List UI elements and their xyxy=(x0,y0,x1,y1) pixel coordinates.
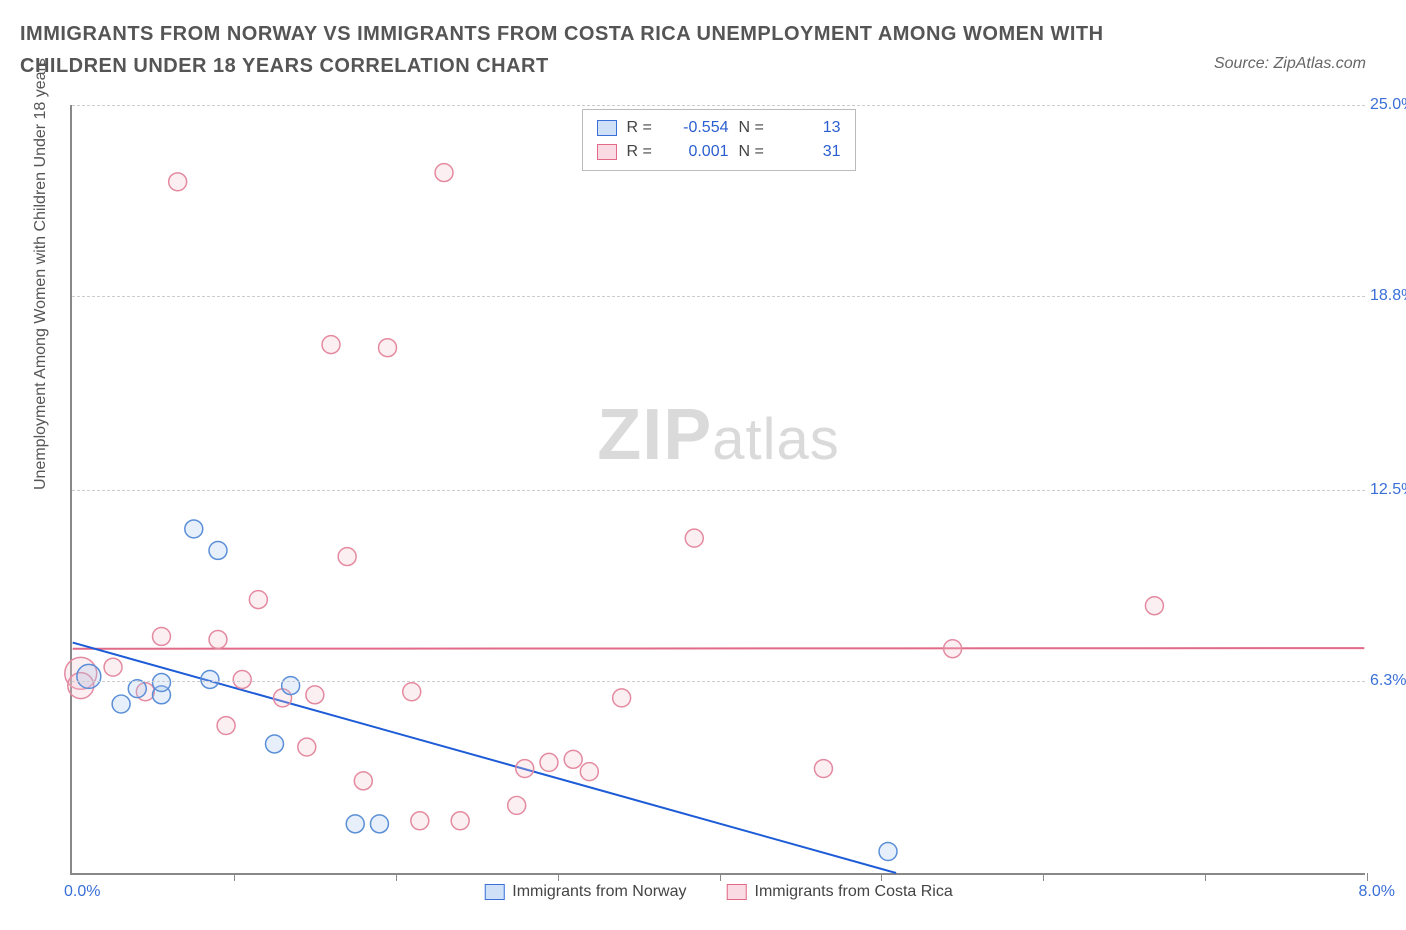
data-point-blue xyxy=(153,674,171,692)
data-point-pink xyxy=(814,760,832,778)
y-right-tick-label: 6.3% xyxy=(1370,672,1406,690)
data-point-pink xyxy=(564,750,582,768)
gridline xyxy=(72,681,1365,682)
data-point-pink xyxy=(153,627,171,645)
data-point-pink xyxy=(403,683,421,701)
source-prefix: Source: xyxy=(1214,55,1274,72)
data-point-pink xyxy=(580,763,598,781)
gridline xyxy=(72,296,1365,297)
data-point-blue xyxy=(112,695,130,713)
data-point-blue xyxy=(282,677,300,695)
x-tick xyxy=(396,873,397,881)
y-right-tick-label: 12.5% xyxy=(1370,481,1406,499)
data-point-pink xyxy=(1145,597,1163,615)
legend-label-pink: Immigrants from Costa Rica xyxy=(754,883,952,901)
data-point-pink xyxy=(540,753,558,771)
data-point-pink xyxy=(379,339,397,357)
data-point-blue xyxy=(128,680,146,698)
data-point-pink xyxy=(435,164,453,182)
y-right-tick-label: 18.8% xyxy=(1370,287,1406,305)
x-tick xyxy=(1205,873,1206,881)
data-point-pink xyxy=(516,760,534,778)
x-axis-max-label: 8.0% xyxy=(1359,883,1395,901)
x-tick xyxy=(720,873,721,881)
x-tick xyxy=(234,873,235,881)
data-point-pink xyxy=(104,658,122,676)
data-point-pink xyxy=(685,529,703,547)
data-point-blue xyxy=(879,843,897,861)
data-point-pink xyxy=(411,812,429,830)
x-tick xyxy=(881,873,882,881)
data-point-pink xyxy=(322,336,340,354)
data-point-blue xyxy=(201,670,219,688)
data-point-pink xyxy=(209,631,227,649)
data-point-pink xyxy=(169,173,187,191)
gridline xyxy=(72,490,1365,491)
data-point-blue xyxy=(266,735,284,753)
data-point-blue xyxy=(77,664,101,688)
data-point-pink xyxy=(249,591,267,609)
data-point-pink xyxy=(306,686,324,704)
source-name: ZipAtlas.com xyxy=(1274,55,1366,72)
x-tick xyxy=(1367,873,1368,881)
gridline xyxy=(72,105,1365,106)
data-point-pink xyxy=(217,717,235,735)
scatter-svg xyxy=(72,105,1365,873)
data-point-pink xyxy=(451,812,469,830)
data-point-pink xyxy=(298,738,316,756)
x-axis-origin-label: 0.0% xyxy=(64,883,100,901)
legend-label-blue: Immigrants from Norway xyxy=(512,883,686,901)
data-point-blue xyxy=(209,541,227,559)
x-tick xyxy=(1043,873,1044,881)
data-point-pink xyxy=(338,548,356,566)
regression-line xyxy=(73,643,896,873)
regression-line xyxy=(73,648,1365,649)
data-point-pink xyxy=(354,772,372,790)
x-tick xyxy=(558,873,559,881)
data-point-blue xyxy=(185,520,203,538)
chart-container: IMMIGRANTS FROM NORWAY VS IMMIGRANTS FRO… xyxy=(0,0,1406,930)
plot-area: ZIPatlas R = -0.554 N = 13 R = 0.001 N =… xyxy=(70,105,1365,875)
data-point-pink xyxy=(508,796,526,814)
data-point-pink xyxy=(944,640,962,658)
legend-swatch-pink xyxy=(726,884,746,900)
data-point-pink xyxy=(233,670,251,688)
source-attribution: Source: ZipAtlas.com xyxy=(1214,55,1366,73)
y-right-tick-label: 25.0% xyxy=(1370,96,1406,114)
y-axis-title: Unemployment Among Women with Children U… xyxy=(32,58,50,490)
legend-swatch-blue xyxy=(484,884,504,900)
data-point-pink xyxy=(613,689,631,707)
data-point-blue xyxy=(370,815,388,833)
header: IMMIGRANTS FROM NORWAY VS IMMIGRANTS FRO… xyxy=(20,18,1386,82)
data-point-blue xyxy=(346,815,364,833)
legend-series: Immigrants from Norway Immigrants from C… xyxy=(484,883,953,901)
legend-item-pink: Immigrants from Costa Rica xyxy=(726,883,952,901)
chart-title: IMMIGRANTS FROM NORWAY VS IMMIGRANTS FRO… xyxy=(20,18,1140,82)
legend-item-blue: Immigrants from Norway xyxy=(484,883,686,901)
